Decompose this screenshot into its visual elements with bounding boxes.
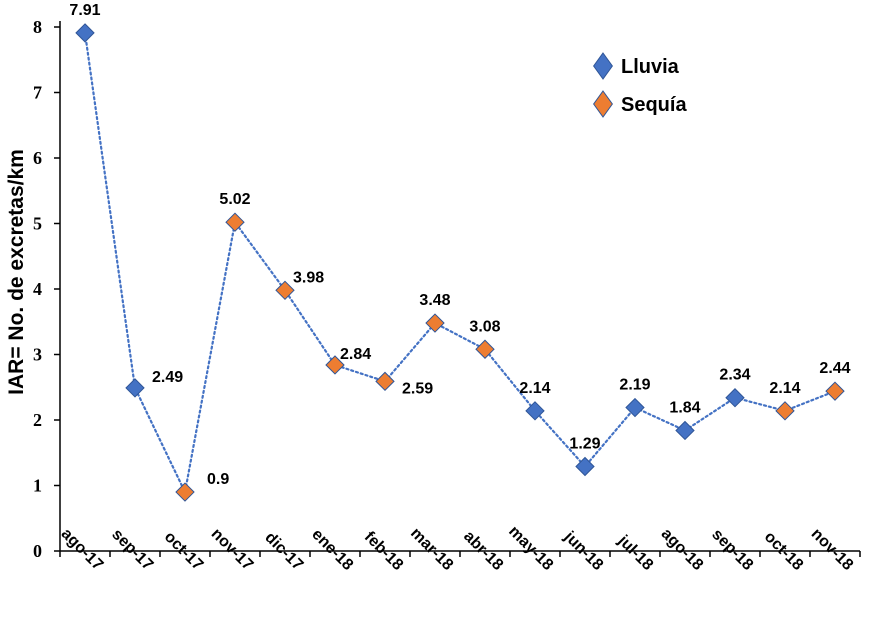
data-label: 1.84 [669,399,700,416]
x-tick-label: mar-18 [407,525,456,574]
data-label: 2.19 [619,377,650,394]
legend: Lluvia Sequía [593,52,687,118]
data-label: 0.9 [207,471,229,488]
data-point-marker [575,456,595,477]
data-point-marker [175,482,195,502]
data-label: 2.59 [402,380,433,397]
legend-label: Sequía [621,94,687,116]
data-label: 1.29 [569,436,600,453]
x-tick-label: sep-18 [708,526,756,574]
y-tick-label: 1 [33,476,42,496]
data-point-marker [125,378,145,398]
series-line [83,31,837,496]
data-point-marker [275,280,295,301]
y-tick-label: 8 [33,17,42,37]
y-tick-label: 0 [33,541,42,561]
y-tick-label: 6 [33,148,42,168]
data-label: 2.84 [340,346,371,363]
data-label: 2.49 [152,369,183,386]
data-point-marker [775,401,795,421]
data-point-marker [625,397,645,418]
x-tick-label: may-18 [505,523,556,574]
data-point-marker [675,420,695,441]
data-point-marker [725,388,745,408]
y-tick-label: 5 [33,214,42,234]
data-label: 3.98 [293,269,324,286]
data-point-marker [325,355,345,375]
x-tick-label: ago-17 [58,525,107,574]
data-point-marker [425,313,445,333]
y-axis-label: IAR= No. de excretas/km [5,149,28,395]
series: 7.91 2.49 0.9 5.02 3.98 2.84 2.59 3.48 3.08 2.14 1… [69,2,851,502]
data-point-marker [825,381,845,401]
data-label: 2.44 [819,360,850,377]
y-tick-label: 4 [33,279,42,299]
data-point-marker [225,212,245,232]
x-tick-label: nov-18 [808,525,857,574]
x-tick-label: sep-17 [108,526,156,574]
data-point-marker [375,371,395,392]
data-label: 7.91 [69,2,100,19]
x-tick-label: ago-18 [658,525,707,574]
y-tick-label: 2 [33,410,42,430]
x-tick-label: ene-18 [308,526,356,574]
data-point-marker [475,339,495,359]
data-point-marker [525,401,545,421]
y-tick-label: 3 [33,345,42,365]
data-label: 2.34 [719,367,750,384]
x-tick-label: jul-18 [614,532,656,574]
legend-marker [593,90,613,118]
data-label: 3.48 [419,292,450,309]
legend-label: Lluvia [621,56,680,78]
y-tick-label: 7 [33,83,42,103]
x-tick-label: nov-17 [208,525,257,574]
data-label: 5.02 [219,191,250,208]
data-label: 2.14 [769,380,800,397]
legend-marker [593,52,613,80]
data-label: 2.14 [519,380,550,397]
data-label: 3.08 [469,318,500,335]
data-point-marker [75,23,95,43]
